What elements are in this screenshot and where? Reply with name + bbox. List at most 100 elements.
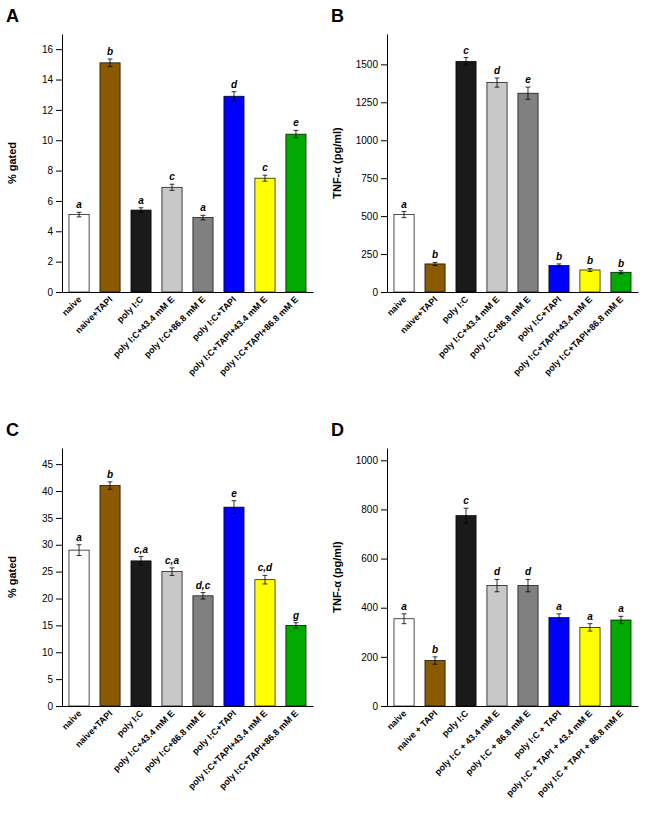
annotation: c,d [258, 562, 273, 573]
bar [580, 627, 600, 706]
error-bar [294, 623, 299, 628]
bar [425, 661, 445, 706]
annotations: abcdebbb [401, 45, 624, 269]
error-bar-cap [77, 555, 82, 556]
error-bar [557, 264, 562, 267]
annotation: d [494, 566, 501, 577]
error-bar-line [202, 593, 203, 599]
bar [611, 272, 631, 292]
bar [162, 187, 182, 292]
error-bar-cap [232, 513, 237, 514]
x-axis-line [388, 292, 639, 293]
error-bar-line [172, 568, 173, 576]
annotation: a [76, 532, 82, 543]
x-tick-label: naive [60, 294, 83, 317]
error-bar [495, 78, 500, 87]
x-tick: poly I:C+TAPI+86.8 mM E [217, 292, 300, 377]
error-bar-line [295, 130, 296, 138]
error-bar-cap [402, 623, 407, 624]
error-bar [526, 87, 531, 99]
y-tick-mark [56, 231, 62, 232]
y-tick-label: 10 [42, 135, 54, 146]
annotation: b [432, 644, 438, 655]
bar [487, 586, 507, 706]
annotation: g [292, 610, 299, 621]
x-tick: poly I:C+TAPI+86.8 mM E [217, 706, 300, 791]
error-bar-cap [588, 268, 593, 269]
y-tick: 500 [361, 211, 387, 222]
error-bar-cap [294, 130, 299, 131]
error-bar-cap [526, 99, 531, 100]
annotation: d [494, 65, 501, 76]
error-bar [77, 545, 82, 556]
y-axis-line [62, 449, 63, 707]
y-tick: 0 [372, 287, 387, 298]
error-bar [619, 271, 624, 274]
annotation: c [463, 45, 469, 56]
y-tick-mark [381, 460, 387, 461]
y-tick-mark [381, 559, 387, 560]
y-axis: 051015202530354045 [42, 449, 63, 712]
y-tick-mark [381, 102, 387, 103]
error-bar-cap [201, 599, 206, 600]
error-bar-cap [526, 591, 531, 592]
error-bar [170, 184, 175, 190]
bar [549, 265, 569, 292]
bar [69, 215, 89, 292]
annotation: a [200, 202, 206, 213]
x-tick: poly I:C+43.4 mM E [436, 292, 501, 360]
error-bar-cap [108, 489, 113, 490]
error-bar-line [202, 215, 203, 220]
error-bar-cap [232, 500, 237, 501]
x-axis-line [63, 706, 314, 707]
y-tick-label: 400 [361, 602, 378, 613]
x-tick: naive [385, 292, 408, 318]
y-axis-title: % gated [6, 142, 18, 184]
x-axis-line [63, 292, 314, 293]
error-bar-cap [495, 78, 500, 79]
y-tick-mark [56, 49, 62, 50]
y-tick: 200 [361, 652, 387, 663]
x-tick-label: poly I:C [440, 708, 471, 739]
bar [193, 218, 213, 292]
x-tick: poly I:C [440, 292, 471, 325]
error-bar-cap [294, 137, 299, 138]
error-bar-line [404, 614, 405, 624]
bar [224, 96, 244, 292]
error-bar-cap [77, 216, 82, 217]
y-tick-mark [56, 171, 62, 172]
error-bar-line [233, 501, 234, 514]
error-bar [139, 557, 144, 566]
y-tick-label: 1500 [356, 59, 379, 70]
annotation: e [293, 117, 299, 128]
annotation: b [107, 469, 113, 480]
x-tick: naive [385, 706, 408, 732]
x-tick-label: poly I:C + TAPI + 86.8 mM E [535, 708, 625, 798]
error-bar-cap [139, 207, 144, 208]
error-bar [170, 568, 175, 576]
y-tick-mark [381, 216, 387, 217]
error-bar [588, 624, 593, 631]
y-tick: 400 [361, 602, 387, 613]
y-axis: 0250500750100012501500 [356, 35, 388, 298]
x-tick: poly I:C+86.8 mM E [142, 292, 207, 360]
error-bar-cap [619, 273, 624, 274]
error-bar-cap [77, 544, 82, 545]
error-bar [232, 92, 237, 101]
y-tick-label: 10 [42, 647, 54, 658]
y-tick-mark [56, 652, 62, 653]
annotation: b [556, 251, 562, 262]
panel-title: B [331, 6, 344, 26]
error-bar-line [497, 78, 498, 87]
error-bar-line [79, 212, 80, 217]
error-bar-line [620, 616, 621, 623]
y-tick-mark [381, 608, 387, 609]
y-tick-label: 2 [47, 256, 53, 267]
error-bar-cap [557, 266, 562, 267]
annotation: a [401, 199, 407, 210]
bar [100, 63, 120, 292]
y-tick-label: 40 [42, 486, 54, 497]
error-bar-cap [619, 616, 624, 617]
x-tick: poly I:C [115, 292, 146, 325]
error-bar-cap [402, 211, 407, 212]
